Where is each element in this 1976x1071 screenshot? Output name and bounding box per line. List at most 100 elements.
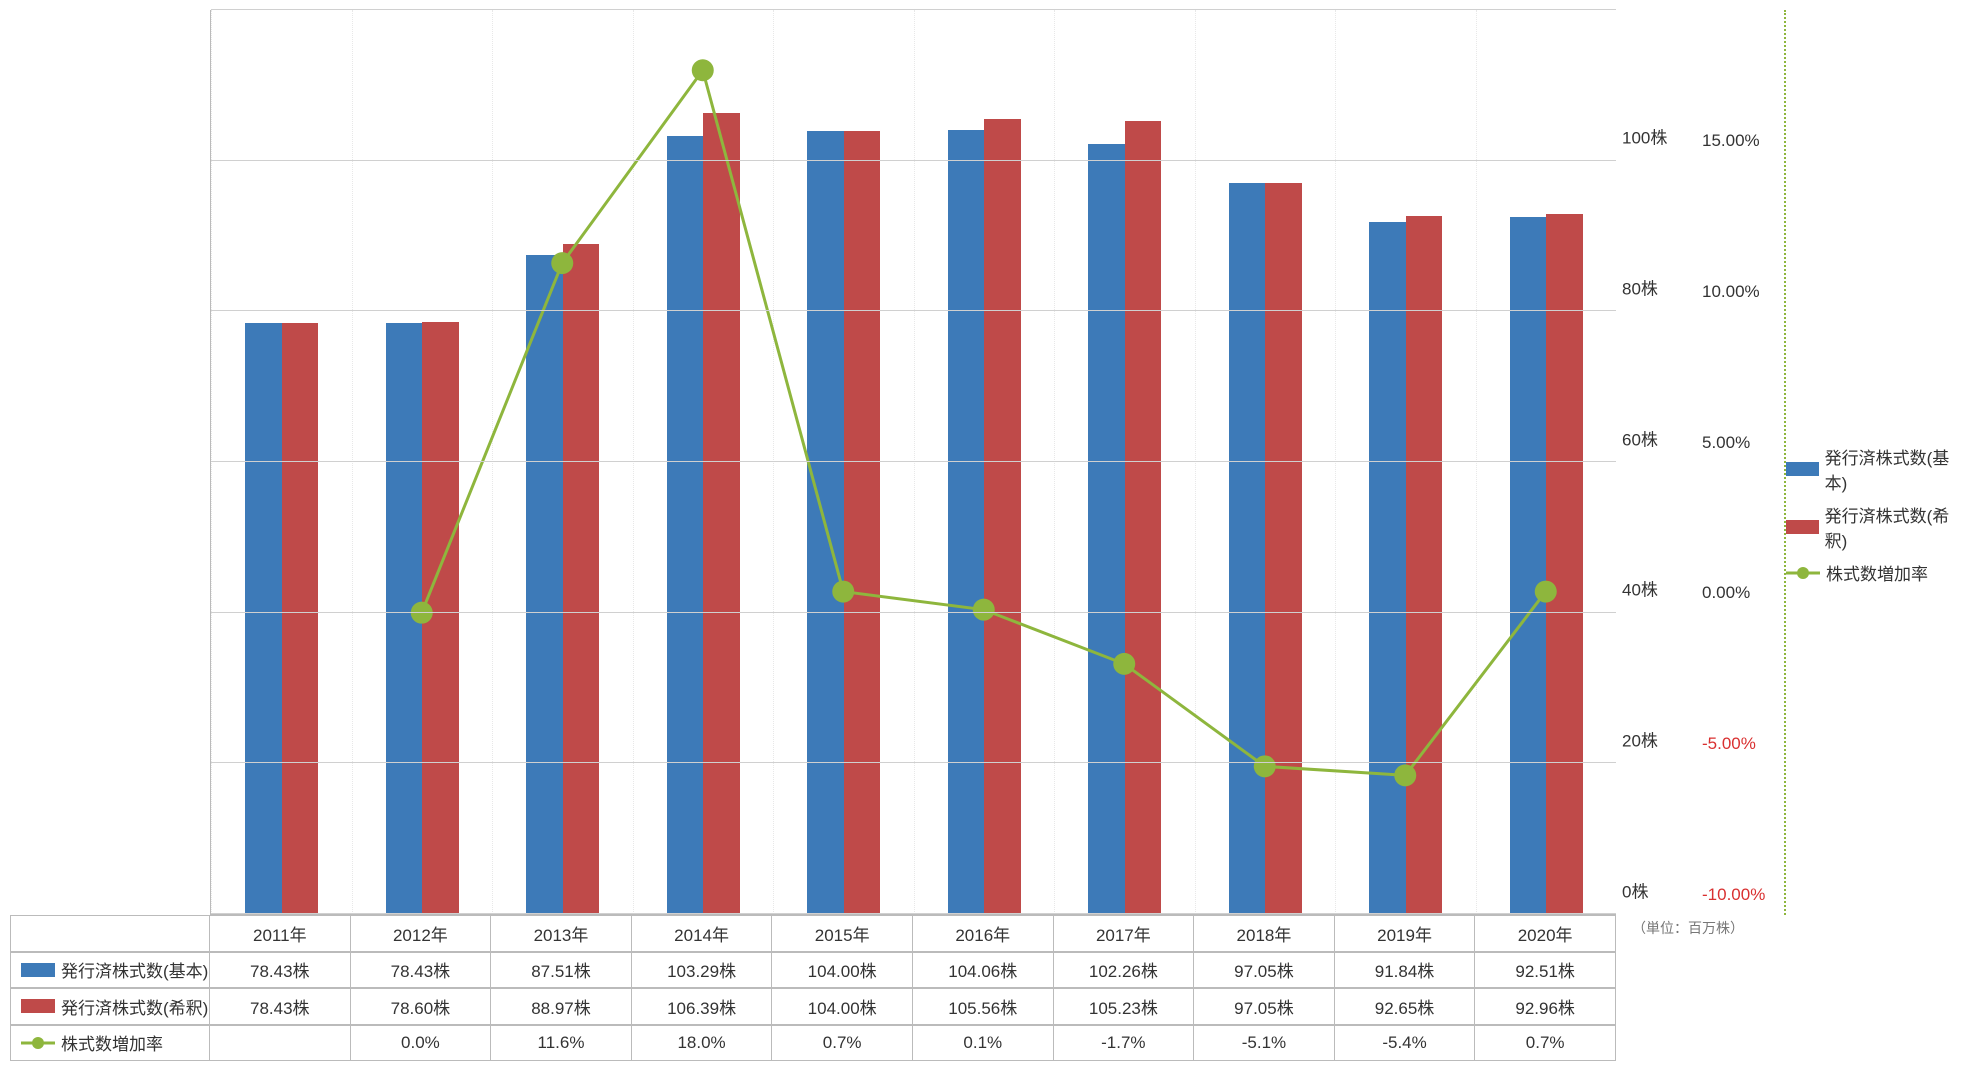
plot-column xyxy=(210,10,1616,915)
left-spacer xyxy=(10,10,210,915)
y1-tick-label: 80株 xyxy=(1622,274,1658,299)
x-axis-label: 2014年 xyxy=(632,915,773,952)
legend-item-basic: 発行済株式数(基本) xyxy=(1786,444,1966,494)
unit-note: （単位：百万株） xyxy=(1626,918,1744,938)
growth-marker xyxy=(1394,764,1416,786)
table-header-diluted: 発行済株式数(希釈) xyxy=(10,988,210,1025)
table-cell: -5.1% xyxy=(1194,1025,1335,1062)
y2-tick-label: -10.00% xyxy=(1702,885,1765,905)
table-cell: 105.56株 xyxy=(913,988,1054,1025)
table-cell: 0.7% xyxy=(1475,1025,1616,1062)
table-cell: 87.51株 xyxy=(491,952,632,989)
table-cell: 78.60株 xyxy=(351,988,492,1025)
x-axis-label: 2011年 xyxy=(210,915,351,952)
legend-swatch-growth xyxy=(1786,566,1820,580)
growth-marker xyxy=(832,581,854,603)
chart-page: 0株20株40株60株80株100株120株 -10.00%-5.00%0.00… xyxy=(0,0,1976,1071)
chart-layout: 0株20株40株60株80株100株120株 -10.00%-5.00%0.00… xyxy=(10,10,1966,915)
plot-area xyxy=(210,10,1616,915)
table-cell: -5.4% xyxy=(1335,1025,1476,1062)
gridline xyxy=(211,310,1616,311)
table-cell: 104.00株 xyxy=(772,952,913,989)
table-cell: 104.06株 xyxy=(913,952,1054,989)
table-cell: 106.39株 xyxy=(632,988,773,1025)
growth-marker xyxy=(551,252,573,274)
y2-tick-label: 5.00% xyxy=(1702,433,1750,453)
y1-labels: 0株20株40株60株80株100株120株 xyxy=(1616,10,1696,915)
x-axis-label: 2012年 xyxy=(351,915,492,952)
table-row-growth: 株式数増加率 0.0%11.6%18.0%0.7%0.1%-1.7%-5.1%-… xyxy=(10,1025,1616,1062)
table-cell: 92.96株 xyxy=(1475,988,1616,1025)
table-cell: 0.0% xyxy=(351,1025,492,1062)
x-axis-label: 2015年 xyxy=(772,915,913,952)
table-cell: 104.00株 xyxy=(772,988,913,1025)
growth-line-path xyxy=(422,70,1546,775)
x-axis-label: 2016年 xyxy=(913,915,1054,952)
table-swatch-basic xyxy=(21,963,55,977)
table-cell: 0.7% xyxy=(772,1025,913,1062)
table-row-diluted: 発行済株式数(希釈) 78.43株78.60株88.97株106.39株104.… xyxy=(10,988,1616,1025)
gridline xyxy=(211,461,1616,462)
legend-item-diluted: 発行済株式数(希釈) xyxy=(1786,502,1966,552)
table-cell: 97.05株 xyxy=(1194,988,1335,1025)
y1-tick-label: 100株 xyxy=(1622,123,1667,148)
y1-axis: 0株20株40株60株80株100株120株 xyxy=(1616,10,1696,915)
legend-item-growth: 株式数増加率 xyxy=(1786,560,1966,585)
table-cell: 91.84株 xyxy=(1335,952,1476,989)
legend-label-growth: 株式数増加率 xyxy=(1826,560,1928,585)
data-table: 2011年2012年2013年2014年2015年2016年2017年2018年… xyxy=(10,915,1616,1061)
gridline xyxy=(211,9,1616,10)
table-cell: 11.6% xyxy=(491,1025,632,1062)
table-cell: 102.26株 xyxy=(1054,952,1195,989)
table-cell: 92.51株 xyxy=(1475,952,1616,989)
legend: 発行済株式数(基本) 発行済株式数(希釈) 株式数増加率 xyxy=(1786,10,1966,915)
table-cell: 78.43株 xyxy=(351,952,492,989)
x-axis-label: 2020年 xyxy=(1475,915,1616,952)
y2-labels: -10.00%-5.00%0.00%5.00%10.00%15.00%20.00… xyxy=(1696,10,1786,915)
table-cell: 78.43株 xyxy=(210,988,351,1025)
legend-label-diluted: 発行済株式数(希釈) xyxy=(1825,502,1966,552)
legend-swatch-diluted xyxy=(1786,520,1819,534)
growth-marker xyxy=(1113,653,1135,675)
gridline xyxy=(211,160,1616,161)
table-cell: 0.1% xyxy=(913,1025,1054,1062)
growth-line xyxy=(211,10,1616,914)
x-axis-label: 2019年 xyxy=(1335,915,1476,952)
table-label-growth: 株式数増加率 xyxy=(61,1030,163,1055)
table-cell: 105.23株 xyxy=(1054,988,1195,1025)
gridline xyxy=(211,913,1616,914)
y1-tick-label: 60株 xyxy=(1622,425,1658,450)
y2-axis: -10.00%-5.00%0.00%5.00%10.00%15.00%20.00… xyxy=(1696,10,1786,915)
table-label-diluted: 発行済株式数(希釈) xyxy=(61,994,208,1019)
gridline xyxy=(211,762,1616,763)
growth-marker xyxy=(973,599,995,621)
legend-swatch-basic xyxy=(1786,462,1819,476)
x-axis-row: 2011年2012年2013年2014年2015年2016年2017年2018年… xyxy=(10,915,1616,952)
y1-tick-label: 40株 xyxy=(1622,576,1658,601)
table-swatch-diluted xyxy=(21,999,55,1013)
table-header-growth: 株式数増加率 xyxy=(10,1025,210,1062)
y1-tick-label: 0株 xyxy=(1622,878,1648,903)
y2-tick-label: -5.00% xyxy=(1702,734,1756,754)
table-cell xyxy=(210,1025,351,1062)
growth-marker xyxy=(1535,581,1557,603)
y2-tick-label: 10.00% xyxy=(1702,282,1760,302)
table-row-basic: 発行済株式数(基本) 78.43株78.43株87.51株103.29株104.… xyxy=(10,952,1616,989)
gridline xyxy=(211,612,1616,613)
table-cell: 92.65株 xyxy=(1335,988,1476,1025)
table-cell: -1.7% xyxy=(1054,1025,1195,1062)
table-cell: 18.0% xyxy=(632,1025,773,1062)
table-header-basic: 発行済株式数(基本) xyxy=(10,952,210,989)
growth-marker xyxy=(692,59,714,81)
growth-marker xyxy=(1254,755,1276,777)
x-axis-label: 2013年 xyxy=(491,915,632,952)
table-label-basic: 発行済株式数(基本) xyxy=(61,957,208,982)
legend-label-basic: 発行済株式数(基本) xyxy=(1825,444,1966,494)
x-axis-header-empty xyxy=(10,915,210,952)
table-swatch-growth xyxy=(21,1036,55,1050)
y2-tick-label: 15.00% xyxy=(1702,131,1760,151)
y2-tick-label: 0.00% xyxy=(1702,583,1750,603)
y1-tick-label: 20株 xyxy=(1622,727,1658,752)
x-axis-label: 2018年 xyxy=(1194,915,1335,952)
x-axis-label: 2017年 xyxy=(1054,915,1195,952)
